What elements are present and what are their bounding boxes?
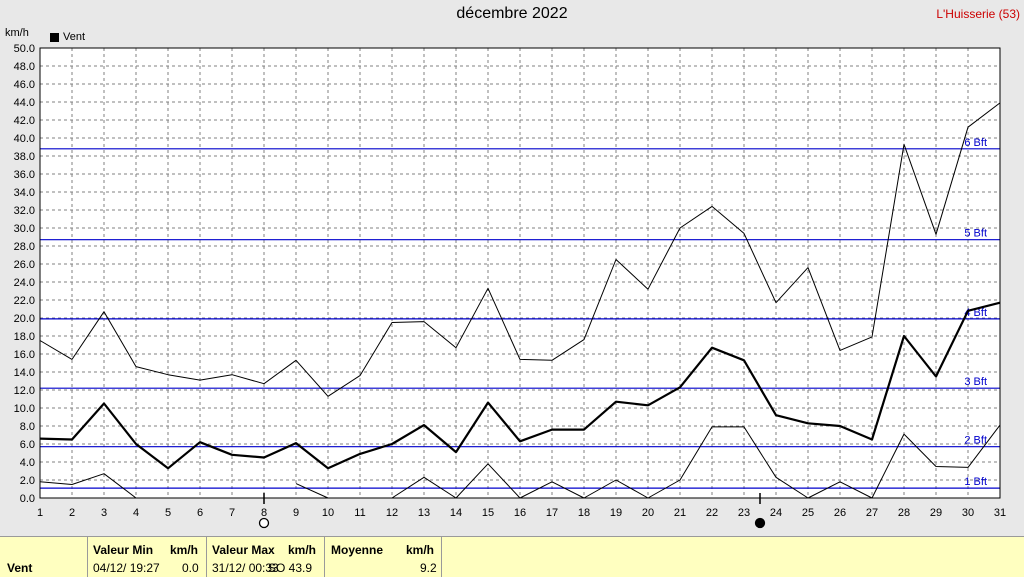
x-tick-label: 25 (802, 507, 814, 519)
x-tick-label: 22 (706, 507, 718, 519)
max-header: Valeur Max (212, 543, 275, 557)
min-date: 04/12/ 19:27 (93, 561, 160, 575)
y-tick-label: 36.0 (14, 169, 35, 181)
beaufort-label: 5 Bft (964, 228, 987, 240)
x-tick-label: 17 (546, 507, 558, 519)
x-tick-label: 24 (770, 507, 782, 519)
avg-header: Moyenne (331, 543, 384, 557)
y-tick-label: 12.0 (14, 385, 35, 397)
x-tick-label: 13 (418, 507, 430, 519)
x-tick-label: 7 (229, 507, 235, 519)
y-tick-label: 38.0 (14, 151, 35, 163)
plot-border (39, 47, 1001, 499)
avg-unit: km/h (406, 543, 435, 557)
x-tick-label: 28 (898, 507, 910, 519)
y-tick-label: 14.0 (14, 367, 35, 379)
footer-separator (87, 537, 88, 577)
moon-markers (258, 493, 766, 529)
x-tick-label: 30 (962, 507, 974, 519)
x-tick-label: 3 (101, 507, 107, 519)
legend-swatch (50, 32, 59, 42)
x-tick-label: 16 (514, 507, 526, 519)
max-value: SO 43.9 (268, 561, 313, 575)
x-tick-label: 14 (450, 507, 462, 519)
y-tick-label: 22.0 (14, 295, 35, 307)
x-tick-label: 19 (610, 507, 622, 519)
full-moon-icon (258, 517, 270, 529)
y-tick-label: 26.0 (14, 259, 35, 271)
series-line-mean (39, 301, 1001, 470)
beaufort-label: 2 Bft (964, 435, 987, 447)
y-tick-label: 4.0 (20, 457, 35, 469)
y-tick-label: 10.0 (14, 403, 35, 415)
y-tick-label: 2.0 (20, 475, 35, 487)
series-line-min (295, 483, 329, 499)
new-moon-icon (754, 517, 766, 529)
chart-title: décembre 2022 (456, 5, 568, 22)
footer-row-label: Vent (7, 561, 33, 575)
y-tick-label: 18.0 (14, 331, 35, 343)
footer-separator (441, 537, 442, 577)
y-tick-label: 30.0 (14, 223, 35, 235)
y-tick-label: 0.0 (20, 493, 35, 505)
x-tick-label: 18 (578, 507, 590, 519)
y-tick-label: 8.0 (20, 421, 35, 433)
x-tick-label: 27 (866, 507, 878, 519)
y-tick-label: 16.0 (14, 349, 35, 361)
y-tick-label: 42.0 (14, 115, 35, 127)
y-tick-label: 48.0 (14, 61, 35, 73)
y-tick-label: 34.0 (14, 187, 35, 199)
x-tick-label: 8 (261, 507, 267, 519)
avg-value: 9.2 (420, 561, 437, 575)
max-date: 31/12/ 00:33 (212, 561, 279, 575)
y-tick-label: 50.0 (14, 43, 35, 55)
x-tick-label: 31 (994, 507, 1006, 519)
x-tick-label: 2 (69, 507, 75, 519)
beaufort-label: 6 Bft (964, 137, 987, 149)
min-value: 0.0 (182, 561, 199, 575)
axes: 0.0 2.0 4.0 6.0 8.0 10.0 12.0 14.0 16.0 18.0 20.0 2… (14, 43, 1007, 519)
stats-footer: Vent Valeur Min km/h 04/12/ 19:27 0.0 Va… (0, 536, 1024, 577)
x-tick-label: 26 (834, 507, 846, 519)
legend: Vent (50, 31, 85, 43)
y-tick-label: 28.0 (14, 241, 35, 253)
station-name: L'Huisserie (53) (936, 7, 1020, 21)
series-line-max (39, 102, 1001, 397)
x-tick-label: 9 (293, 507, 299, 519)
legend-label: Vent (63, 31, 86, 43)
x-tick-label: 23 (738, 507, 750, 519)
y-tick-label: 40.0 (14, 133, 35, 145)
y-tick-label: 20.0 (14, 313, 35, 325)
y-tick-label: 46.0 (14, 79, 35, 91)
y-tick-label: 24.0 (14, 277, 35, 289)
y-tick-label: 32.0 (14, 205, 35, 217)
series-lines (39, 102, 1001, 499)
x-tick-label: 29 (930, 507, 942, 519)
x-tick-label: 5 (165, 507, 171, 519)
grid (40, 48, 1000, 498)
beaufort-label: 3 Bft (964, 376, 987, 388)
x-tick-label: 11 (354, 507, 365, 519)
x-tick-label: 10 (322, 507, 334, 519)
min-header: Valeur Min (93, 543, 154, 557)
y-tick-label: 6.0 (20, 439, 35, 451)
x-tick-label: 20 (642, 507, 654, 519)
beaufort-label: 1 Bft (964, 476, 987, 488)
x-tick-label: 15 (482, 507, 494, 519)
x-tick-label: 4 (133, 507, 139, 519)
footer-separator (206, 537, 207, 577)
y-axis-unit: km/h (5, 27, 29, 39)
series-line-min (39, 473, 137, 499)
x-tick-label: 12 (386, 507, 398, 519)
min-unit: km/h (170, 543, 199, 557)
max-unit: km/h (288, 543, 317, 557)
x-tick-label: 1 (37, 507, 43, 519)
y-tick-label: 44.0 (14, 97, 35, 109)
series-line-min (391, 424, 1001, 499)
footer-separator (324, 537, 325, 577)
x-tick-label: 21 (674, 507, 686, 519)
x-tick-label: 6 (197, 507, 203, 519)
